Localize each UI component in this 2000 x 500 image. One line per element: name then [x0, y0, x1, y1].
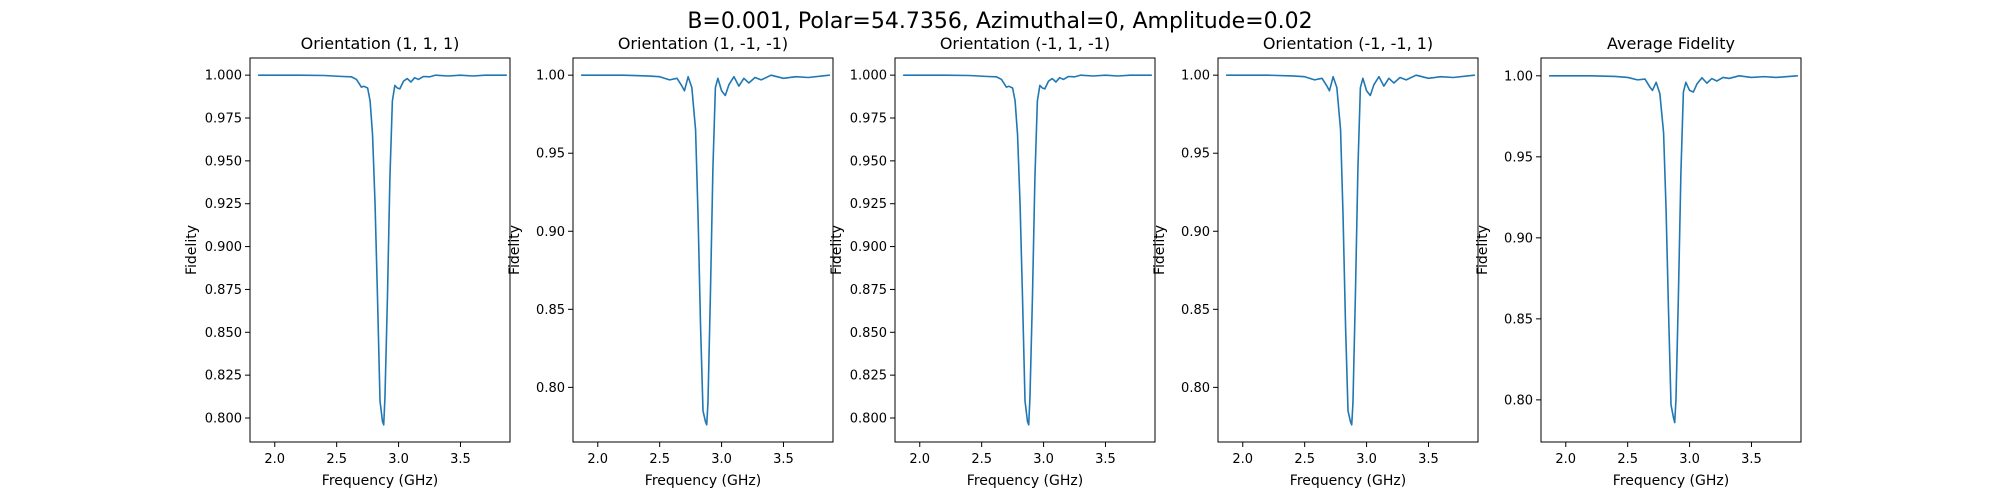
x-axis-label: Frequency (GHz)	[322, 473, 438, 489]
axes-frame	[894, 57, 1156, 443]
subplot-3: Orientation (-1, 1, -1) 2.0 2.5 3.0 3.5 0.800…	[829, 34, 1156, 489]
y-tick-label: 0.800	[850, 412, 887, 427]
axes-frame	[249, 57, 511, 443]
fidelity-line	[1225, 74, 1476, 426]
y-tick-label: 0.875	[205, 283, 242, 298]
x-tick-label: 2.5	[1617, 452, 1638, 467]
subplot-grid: Orientation (1, 1, 1) 2.0 2.5 3.0 3.5 0.800 0.…	[184, 34, 1802, 489]
x-tick-label: 2.0	[1555, 452, 1576, 467]
subplot-title: Orientation (1, -1, -1)	[618, 34, 788, 53]
y-tick-label: 0.925	[850, 197, 887, 212]
y-axis-label: Fidelity	[184, 225, 200, 275]
y-tick-label: 1.00	[1181, 69, 1210, 84]
y-tick-label: 0.90	[1504, 231, 1533, 246]
y-tick-label: 0.85	[1504, 312, 1533, 327]
x-tick-label: 2.0	[587, 452, 608, 467]
y-tick-label: 0.90	[536, 225, 565, 240]
axes-frame	[572, 57, 834, 443]
x-tick-label: 2.5	[326, 452, 347, 467]
fidelity-line	[257, 74, 508, 426]
y-tick-label: 0.875	[850, 283, 887, 298]
subplot-2: Orientation (1, -1, -1) 2.0 2.5 3.0 3.5 0.80 0…	[507, 34, 834, 489]
x-tick-label: 3.0	[1356, 452, 1377, 467]
y-tick-label: 0.825	[205, 369, 242, 384]
subplot-1: Orientation (1, 1, 1) 2.0 2.5 3.0 3.5 0.800 0.…	[184, 34, 511, 489]
y-tick-label: 0.975	[205, 112, 242, 127]
fidelity-line	[580, 74, 831, 426]
x-axis-label: Frequency (GHz)	[1613, 473, 1729, 489]
x-tick-label: 3.5	[1741, 452, 1762, 467]
y-tick-label: 0.80	[1504, 393, 1533, 408]
x-axis-label: Frequency (GHz)	[645, 473, 761, 489]
x-tick-label: 2.5	[1294, 452, 1315, 467]
y-tick-label: 0.80	[1181, 381, 1210, 396]
x-tick-label: 3.5	[1095, 452, 1116, 467]
fidelity-line	[902, 74, 1153, 426]
subplot-title: Orientation (-1, 1, -1)	[940, 34, 1110, 53]
figure-suptitle: B=0.001, Polar=54.7356, Azimuthal=0, Amp…	[687, 9, 1312, 34]
y-tick-label: 1.00	[1504, 69, 1533, 84]
y-tick-label: 1.000	[850, 69, 887, 84]
y-tick-label: 1.000	[205, 69, 242, 84]
y-tick-label: 0.80	[536, 381, 565, 396]
y-tick-label: 0.950	[850, 154, 887, 169]
y-tick-label: 1.00	[536, 69, 565, 84]
x-tick-label: 3.5	[1418, 452, 1439, 467]
y-tick-label: 0.850	[850, 326, 887, 341]
subplot-title: Average Fidelity	[1607, 34, 1735, 53]
x-tick-label: 2.5	[971, 452, 992, 467]
y-tick-label: 0.95	[536, 147, 565, 162]
y-tick-label: 0.95	[1181, 147, 1210, 162]
fidelity-line	[1548, 75, 1799, 424]
x-axis-label: Frequency (GHz)	[967, 473, 1083, 489]
y-tick-label: 0.925	[205, 197, 242, 212]
y-tick-label: 0.900	[205, 240, 242, 255]
y-tick-label: 0.95	[1504, 150, 1533, 165]
x-tick-label: 3.5	[773, 452, 794, 467]
x-tick-label: 2.0	[264, 452, 285, 467]
x-tick-label: 3.0	[711, 452, 732, 467]
y-tick-label: 0.85	[1181, 303, 1210, 318]
subplot-title: Orientation (-1, -1, 1)	[1263, 34, 1433, 53]
x-axis-label: Frequency (GHz)	[1290, 473, 1406, 489]
y-tick-label: 0.825	[850, 369, 887, 384]
x-tick-label: 2.5	[649, 452, 670, 467]
y-tick-label: 0.90	[1181, 225, 1210, 240]
y-tick-label: 0.975	[850, 112, 887, 127]
x-tick-label: 3.5	[450, 452, 471, 467]
axes-frame	[1540, 57, 1802, 443]
subplot-5: Average Fidelity 2.0 2.5 3.0 3.5 0.80 0.85 0.90…	[1475, 34, 1802, 489]
y-axis-label: Fidelity	[829, 225, 845, 275]
x-tick-label: 2.0	[909, 452, 930, 467]
x-tick-label: 3.0	[1679, 452, 1700, 467]
y-axis-label: Fidelity	[507, 225, 523, 275]
y-axis-label: Fidelity	[1475, 225, 1491, 275]
y-tick-label: 0.85	[536, 303, 565, 318]
x-tick-label: 2.0	[1232, 452, 1253, 467]
axes-frame	[1217, 57, 1479, 443]
x-tick-label: 3.0	[388, 452, 409, 467]
y-tick-label: 0.950	[205, 154, 242, 169]
y-tick-label: 0.850	[205, 326, 242, 341]
subplot-4: Orientation (-1, -1, 1) 2.0 2.5 3.0 3.5 0.80 0…	[1152, 34, 1479, 489]
y-tick-label: 0.800	[205, 412, 242, 427]
y-axis-label: Fidelity	[1152, 225, 1168, 275]
subplot-title: Orientation (1, 1, 1)	[301, 34, 460, 53]
x-tick-label: 3.0	[1033, 452, 1054, 467]
y-tick-label: 0.900	[850, 240, 887, 255]
